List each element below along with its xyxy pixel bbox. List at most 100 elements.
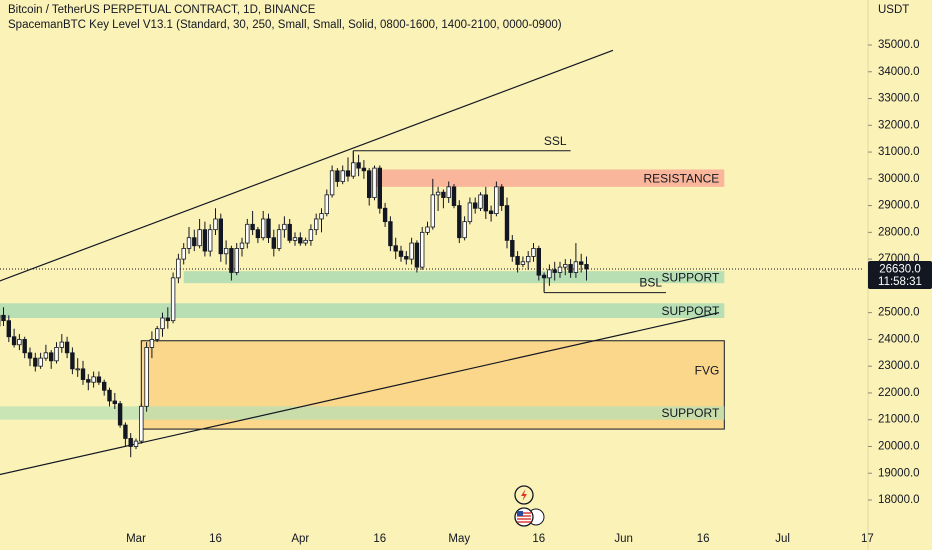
- candle-body: [229, 248, 234, 273]
- candle: [478, 192, 483, 211]
- candle: [303, 237, 308, 246]
- candle: [266, 213, 271, 244]
- candle: [64, 336, 70, 359]
- axis-unit-label[interactable]: USDT: [878, 4, 910, 16]
- candle: [467, 197, 473, 225]
- price-tick-label: 20000.0: [878, 441, 920, 453]
- candle-body: [329, 170, 335, 196]
- candle: [239, 237, 245, 257]
- candle: [388, 216, 393, 252]
- candle: [229, 245, 234, 281]
- candle: [579, 253, 584, 273]
- candle: [552, 261, 557, 281]
- candle-body: [515, 256, 520, 265]
- candle-body: [393, 245, 398, 252]
- candle-body: [165, 317, 170, 322]
- candle: [504, 197, 510, 249]
- candle: [584, 256, 589, 281]
- time-tick-label: 16: [697, 533, 710, 545]
- candle: [11, 328, 17, 348]
- time-tick-label: 16: [532, 533, 545, 545]
- candle-body: [388, 221, 393, 247]
- zone-labels: RESISTANCE SUPPORT SUPPORT FVG SUPPORT SSL BSL: [544, 134, 720, 420]
- key-level-zones: [0, 169, 725, 430]
- candle-body: [223, 248, 229, 255]
- price-badge-value: 26630.0: [879, 264, 921, 276]
- candle: [117, 400, 123, 428]
- resistance-zone: [374, 169, 725, 187]
- candle-body: [526, 256, 531, 263]
- candle: [59, 334, 64, 353]
- candle: [393, 237, 398, 260]
- ssl-label: SSL: [544, 134, 567, 148]
- bsl-label: BSL: [639, 276, 662, 290]
- trendline-2: [0, 312, 720, 476]
- candle-body: [202, 229, 208, 252]
- candle: [176, 253, 181, 284]
- time-tick-label: 16: [209, 533, 222, 545]
- candle: [255, 227, 261, 244]
- candle: [319, 208, 324, 233]
- candle: [271, 229, 276, 257]
- candle: [6, 315, 11, 343]
- candle: [457, 200, 462, 244]
- candle-body: [154, 328, 160, 340]
- candle-body: [573, 261, 579, 273]
- candle: [75, 358, 80, 377]
- price-tick-label: 25000.0: [878, 307, 920, 319]
- candle-body: [366, 170, 372, 198]
- candle: [494, 181, 499, 217]
- candle-body: [568, 264, 573, 273]
- candle: [547, 264, 552, 286]
- last-price-badge: 26630.011:58:31: [868, 261, 932, 290]
- candle-body: [335, 170, 340, 182]
- candle-body: [584, 264, 589, 270]
- lightning-icon[interactable]: [514, 485, 534, 505]
- candle-body: [282, 223, 287, 231]
- candle: [54, 342, 59, 364]
- candle: [170, 272, 176, 324]
- candle: [223, 240, 229, 265]
- candle-body: [239, 242, 245, 249]
- indicator-legend[interactable]: SpacemanBTC Key Level V13.1 (Standard, 3…: [8, 19, 562, 31]
- candle-body: [319, 213, 324, 220]
- flag-icon-front: [514, 507, 534, 527]
- candle: [38, 352, 43, 369]
- us-flag-icon[interactable]: [514, 507, 545, 527]
- candle-body: [345, 170, 351, 177]
- candle: [398, 245, 404, 262]
- candle: [340, 165, 345, 185]
- candle-body: [430, 194, 435, 228]
- candle-body: [494, 186, 499, 215]
- candle-body: [441, 191, 446, 198]
- candle-body: [298, 237, 303, 244]
- candle-body: [43, 352, 49, 359]
- candle-body: [552, 269, 557, 273]
- candle: [361, 160, 367, 179]
- candle: [112, 392, 117, 409]
- support-zone-2-label: SUPPORT: [662, 304, 720, 318]
- candle: [335, 168, 340, 187]
- candle-body: [419, 231, 425, 268]
- candle-body: [139, 405, 144, 442]
- candle: [430, 178, 435, 230]
- event-icons[interactable]: [514, 485, 545, 527]
- candle: [43, 344, 49, 361]
- candle: [298, 232, 303, 246]
- candle-body: [149, 339, 155, 348]
- candle-body: [112, 400, 117, 405]
- price-tick-label: 33000.0: [878, 93, 920, 105]
- candle: [441, 189, 446, 209]
- candle-body: [340, 170, 345, 182]
- candle-body: [33, 357, 38, 367]
- candle-body: [80, 368, 86, 380]
- candle-body: [303, 239, 308, 244]
- candle: [154, 326, 160, 343]
- candle: [282, 216, 287, 238]
- candle: [351, 150, 356, 179]
- candle: [515, 251, 520, 273]
- candle-body: [557, 266, 563, 273]
- candle-body: [398, 250, 404, 257]
- candle-body: [234, 248, 239, 273]
